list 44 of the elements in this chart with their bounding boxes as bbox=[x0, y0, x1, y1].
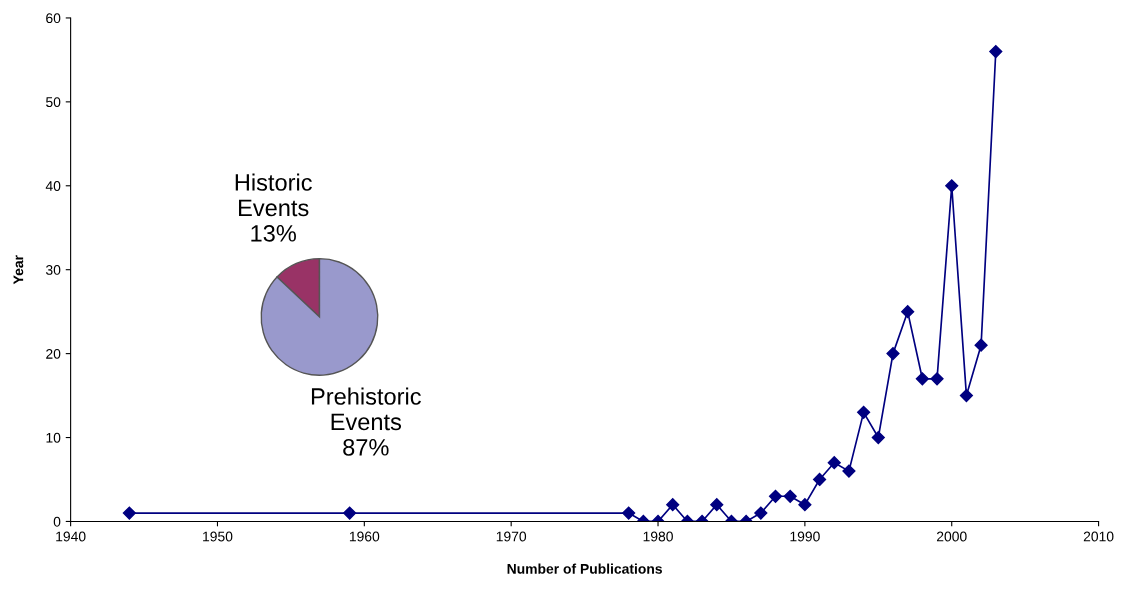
x-tick-label: 1970 bbox=[496, 531, 527, 542]
x-tick-label: 1990 bbox=[790, 531, 820, 542]
point bbox=[666, 498, 680, 512]
y-tick-label: 40 bbox=[45, 181, 61, 191]
point bbox=[783, 489, 797, 503]
x-tick-label: 1960 bbox=[349, 531, 380, 542]
point bbox=[812, 472, 827, 487]
x-tick-label: 1940 bbox=[56, 531, 86, 542]
point bbox=[768, 489, 783, 503]
y-tick-label: 60 bbox=[46, 13, 61, 24]
point bbox=[710, 498, 724, 512]
y-axis-title: Year bbox=[13, 255, 24, 285]
point bbox=[122, 506, 136, 520]
point bbox=[930, 372, 944, 386]
point bbox=[959, 388, 974, 403]
y-tick-label: 0 bbox=[53, 516, 61, 527]
point bbox=[798, 498, 812, 512]
data-label: 87% bbox=[343, 438, 389, 456]
y-tick-label: 20 bbox=[46, 348, 61, 359]
point bbox=[754, 506, 768, 520]
point bbox=[827, 456, 841, 470]
point bbox=[842, 464, 856, 478]
y-tick-label: 50 bbox=[46, 97, 61, 108]
point bbox=[901, 305, 915, 319]
x-tick-label: 2000 bbox=[936, 531, 967, 542]
point bbox=[915, 372, 929, 386]
y-tick-label: 30 bbox=[45, 265, 61, 275]
y-tick-label: 10 bbox=[46, 432, 61, 443]
x-tick-label: 1950 bbox=[203, 531, 233, 542]
point bbox=[343, 506, 357, 520]
pie-slice bbox=[260, 257, 379, 376]
slice-label: Prehistoric Events bbox=[311, 387, 421, 431]
point bbox=[945, 179, 959, 193]
point bbox=[857, 405, 871, 419]
point bbox=[622, 506, 636, 520]
data-label: 13% bbox=[251, 225, 296, 242]
point bbox=[886, 347, 900, 361]
point bbox=[974, 338, 988, 352]
point bbox=[871, 430, 885, 445]
x-tick-label: 2010 bbox=[1083, 531, 1114, 542]
x-tick-label: 1980 bbox=[643, 531, 673, 542]
x-axis-title: Number of Publications bbox=[507, 563, 662, 574]
point bbox=[989, 44, 1003, 59]
slice-label: Historic Events bbox=[235, 173, 312, 217]
